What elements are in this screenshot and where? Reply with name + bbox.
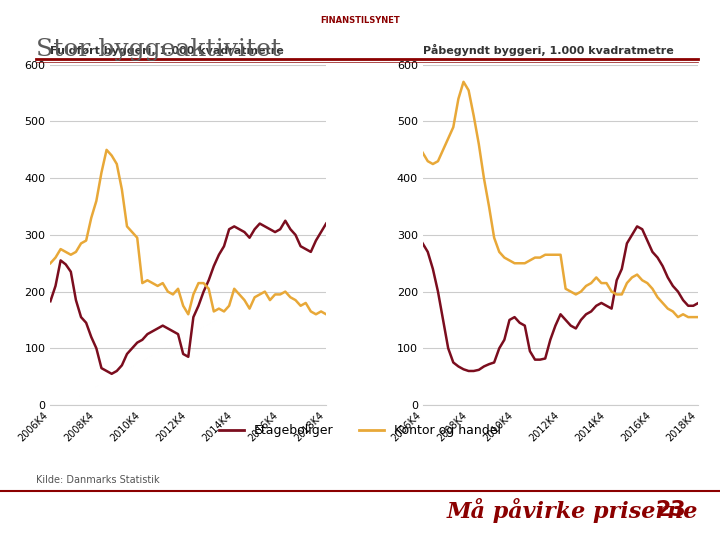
- Text: Påbegyndt byggeri, 1.000 kvadratmetre: Påbegyndt byggeri, 1.000 kvadratmetre: [423, 44, 673, 56]
- Text: 23: 23: [655, 500, 686, 521]
- Text: Fuldført byggeri, 1.000 kvadratmetre: Fuldført byggeri, 1.000 kvadratmetre: [50, 46, 284, 56]
- Text: Må påvirke priserne: Må påvirke priserne: [446, 498, 698, 523]
- Text: Stor byggeaktivitet: Stor byggeaktivitet: [36, 38, 281, 61]
- Text: Kilde: Danmarks Statistik: Kilde: Danmarks Statistik: [36, 475, 160, 485]
- Text: FINANSTILSYNET: FINANSTILSYNET: [320, 16, 400, 25]
- Legend: Etageboliger, Kontor og handel: Etageboliger, Kontor og handel: [214, 419, 506, 442]
